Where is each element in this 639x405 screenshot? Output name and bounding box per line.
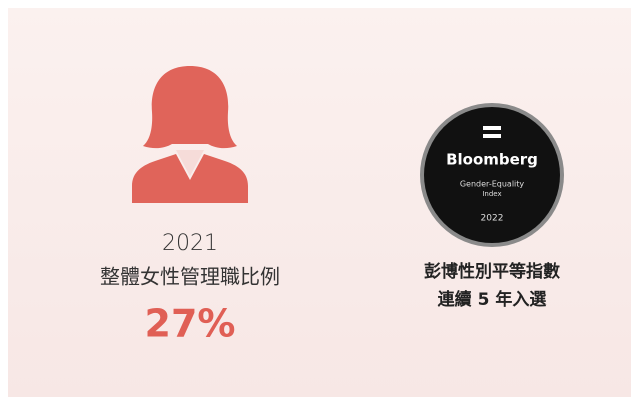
badge-mark: [483, 134, 501, 138]
stat-value: 27%: [145, 302, 236, 346]
badge-mark: [483, 126, 501, 130]
caption-line: 彭博性別平等指數: [424, 261, 560, 282]
badge-brand: Bloomberg: [446, 151, 538, 169]
badge-line: Index: [482, 190, 501, 198]
stat-year: 2021: [162, 231, 218, 256]
badge-line: Gender-Equality: [460, 180, 525, 189]
stat-label: 整體女性管理職比例: [100, 265, 280, 289]
bloomberg-badge: Bloomberg Gender-Equality Index 2022: [420, 103, 564, 247]
badge-face: [424, 107, 560, 243]
badge-year: 2022: [481, 214, 504, 224]
woman-icon: [132, 66, 248, 203]
caption-line: 連續 5 年入選: [438, 289, 547, 310]
